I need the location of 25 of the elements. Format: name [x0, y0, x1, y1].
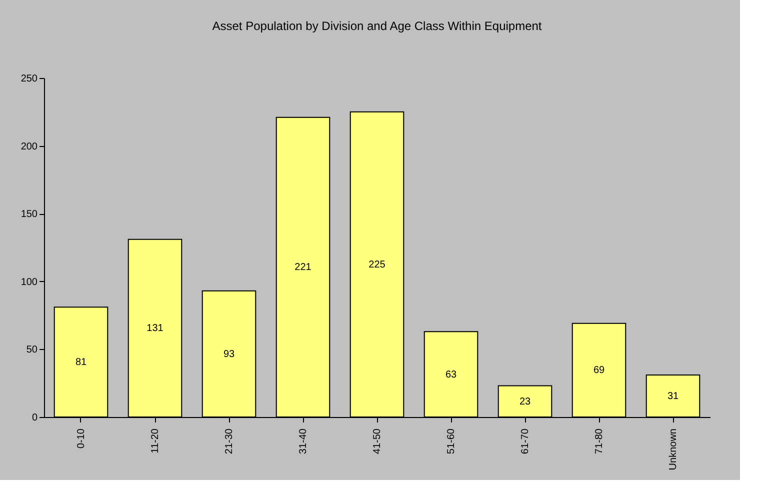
x-tick-label: 21-30 [224, 428, 235, 454]
y-tick-label: 250 [20, 74, 38, 84]
x-tick-label: Unknown [668, 428, 679, 470]
chart-title: Asset Population by Division and Age Class Within Equipment [212, 19, 542, 33]
data-label: 31 [667, 390, 679, 402]
y-tick-label: 0 [32, 412, 38, 424]
x-tick-label: 51-60 [446, 428, 457, 454]
data-label: 23 [519, 396, 531, 408]
data-label: 81 [75, 357, 87, 368]
y-tick-label: 200 [20, 141, 38, 152]
x-tick-label: 31-40 [298, 428, 309, 454]
data-label: 131 [146, 323, 164, 334]
data-label: 93 [223, 348, 235, 360]
x-tick-label: 41-50 [372, 428, 383, 454]
data-label: 225 [368, 259, 386, 270]
x-tick-label: 71-80 [594, 428, 605, 454]
data-label: 63 [445, 369, 457, 380]
data-label: 221 [294, 262, 312, 274]
x-tick-label: 0-10 [76, 428, 87, 449]
data-label: 69 [593, 365, 605, 376]
y-tick-label: 50 [26, 344, 38, 356]
x-tick-label: 11-20 [150, 428, 161, 454]
x-tick-label: 61-70 [520, 428, 531, 454]
y-tick-label: 100 [20, 276, 38, 288]
y-tick-label: 150 [20, 209, 38, 220]
